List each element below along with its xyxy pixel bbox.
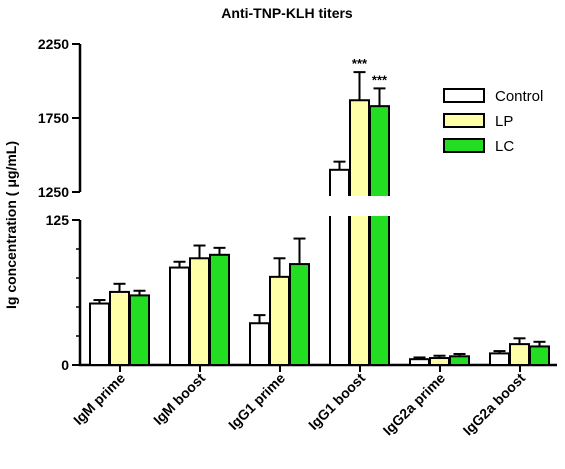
legend-swatch xyxy=(443,88,485,103)
bar xyxy=(509,343,530,366)
x-tick-label: IgG1 prime xyxy=(225,370,288,433)
axis-break-gap xyxy=(82,196,562,216)
legend-label: LP xyxy=(495,113,513,130)
bar xyxy=(489,352,510,366)
bar xyxy=(289,263,310,366)
chart-title: Anti-TNP-KLH titers xyxy=(221,5,353,21)
bar xyxy=(109,290,130,367)
legend-label: LC xyxy=(495,138,514,155)
bar xyxy=(189,257,210,366)
y-tick-label: 2250 xyxy=(38,36,69,52)
bar xyxy=(209,253,230,366)
legend: Control LP LC xyxy=(443,88,543,155)
x-tick-label: IgG2a boost xyxy=(460,370,529,439)
significance-label: *** xyxy=(372,72,388,87)
y-tick-label: 1250 xyxy=(38,184,69,200)
legend-label: Control xyxy=(495,88,543,105)
x-tick-label: IgG1 boost xyxy=(305,370,368,433)
legend-swatch xyxy=(443,113,485,128)
bar xyxy=(249,322,270,366)
bar xyxy=(129,294,150,366)
bar xyxy=(169,266,190,366)
bar xyxy=(89,302,110,366)
bar xyxy=(269,275,290,366)
axes: 1250 1750 2250 0 125 xyxy=(38,36,557,373)
x-tick-label: IgG2a prime xyxy=(380,370,449,439)
bars: IgM prime IgM boost IgG1 prime IgG1 boost Ig… xyxy=(70,56,562,438)
bar xyxy=(529,345,550,367)
bar xyxy=(369,105,390,366)
y-tick-label: 125 xyxy=(46,212,70,228)
bar xyxy=(429,357,450,367)
x-tick-label: IgM boost xyxy=(150,370,208,428)
bar xyxy=(449,355,470,366)
significance-label: *** xyxy=(352,56,368,71)
y-tick-label: 0 xyxy=(61,357,69,373)
y-axis-label: Ig concentration ( μg/mL) xyxy=(3,141,19,309)
legend-swatch xyxy=(443,138,485,153)
y-tick-label: 1750 xyxy=(38,110,69,126)
bar xyxy=(409,358,430,367)
x-tick-label: IgM prime xyxy=(70,370,128,428)
bar xyxy=(349,99,370,367)
